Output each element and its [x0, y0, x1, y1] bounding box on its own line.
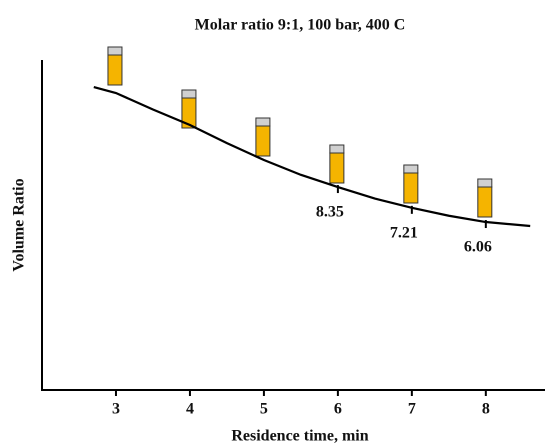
- x-axis-label: Residence time, min: [231, 428, 368, 445]
- x-tick-label: 7: [408, 401, 416, 418]
- vial-liquid: [255, 125, 271, 157]
- line: [93, 85, 531, 228]
- vial-cap: [403, 164, 419, 174]
- chart-title: Molar ratio 9:1, 100 bar, 400 C: [195, 17, 406, 34]
- vial-cap: [107, 46, 123, 56]
- y-axis-label: Volume Ratio: [11, 178, 28, 271]
- vial-cap: [181, 89, 197, 99]
- vial-cap: [255, 117, 271, 127]
- vial-cap: [329, 144, 345, 154]
- x-tick-label: 4: [186, 401, 194, 418]
- x-tick-label: 3: [112, 401, 120, 418]
- vial-liquid: [181, 97, 197, 129]
- x-tick-label: 8: [482, 401, 490, 418]
- annotation: 7.21: [390, 225, 418, 242]
- annotation: 6.06: [464, 239, 492, 256]
- vial-liquid: [329, 152, 345, 184]
- annotation: 8.35: [316, 204, 344, 221]
- vial-cap: [477, 178, 493, 188]
- x-tick-label: 5: [260, 401, 268, 418]
- x-tick-label: 6: [334, 401, 342, 418]
- vial-liquid: [403, 172, 419, 204]
- vial-liquid: [477, 186, 493, 218]
- vial-liquid: [107, 54, 123, 86]
